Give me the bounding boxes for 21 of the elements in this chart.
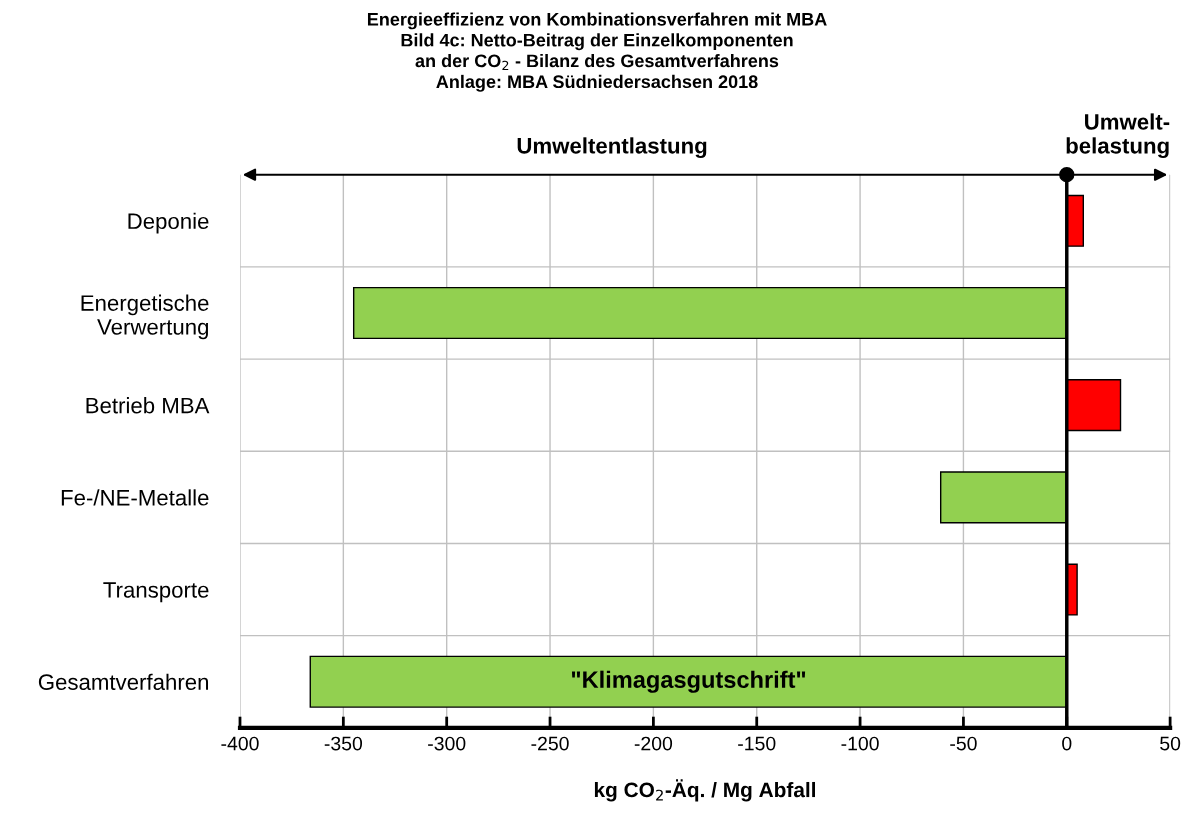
x-tick-label: 0 [1062,736,1072,751]
x-tick-label: -100 [841,736,879,751]
text: Umwelt- belastung [1066,113,1170,159]
x-axis-title: kg CO$_{2}$-Äq. / Mg Abfall [594,779,816,802]
x-tick-label: -300 [428,736,466,751]
x-tick-label: -150 [738,736,776,751]
x-tick-label: -200 [634,736,673,751]
x-tick-label: -350 [324,736,363,751]
y-tick-label: Gesamtverfahren [38,673,209,690]
x-tick-label: -50 [950,736,977,751]
x-tick-label: -250 [531,736,569,751]
annotation: "Klimagasgutschrift" [571,670,806,693]
text: Umweltentlastung [517,137,707,159]
chart-title: Energieeffizienz von Kombinationsverfahren mit MBA Bild 4c: Netto-Beitrag der Einzelkomponenten an der CO$_{2}$ - Bilanz des Gesamtverfahrens Anlage: MBA Südniedersachsen 2018 [367,12,827,92]
x-tick-label: -400 [221,736,259,751]
y-tick-label: Deponie [128,212,209,234]
y-tick-label: Betrieb MBA [86,397,210,414]
y-tick-label: Energetische Verwertung [81,294,209,340]
y-tick-label: Fe-/NE-Metalle [61,489,209,506]
x-tick-label: 50 [1160,736,1181,751]
y-tick-label: Transporte [103,582,209,603]
